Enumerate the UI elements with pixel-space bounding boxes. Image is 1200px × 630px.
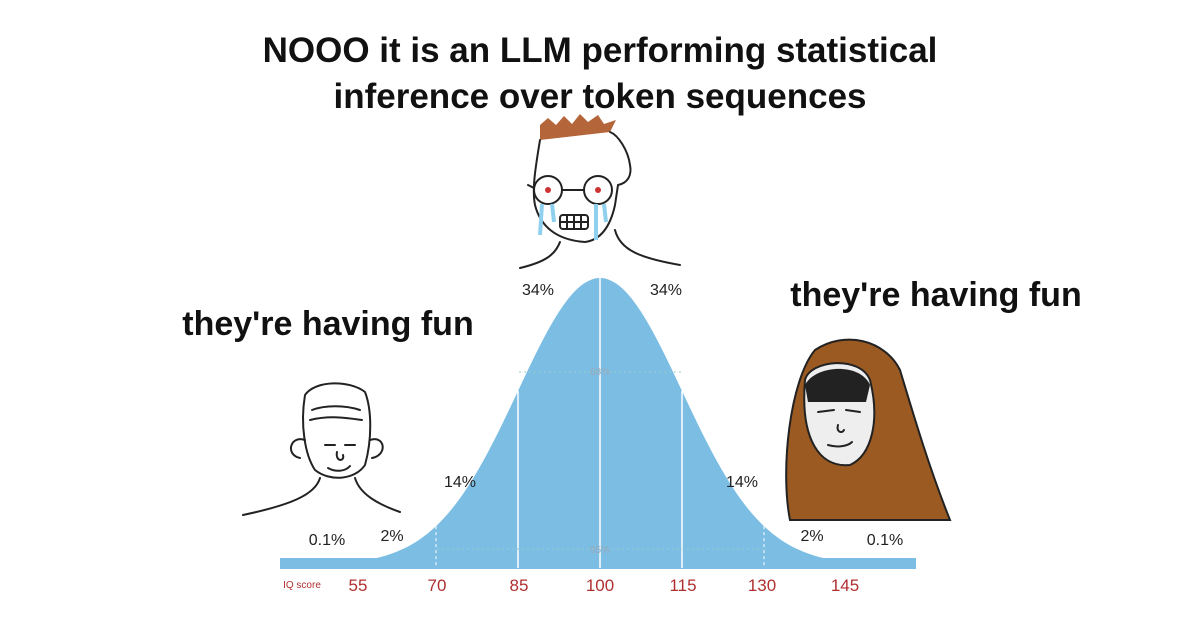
score-label: 100	[586, 576, 614, 595]
axis-label: IQ score	[283, 580, 321, 591]
segment-label: 0.1%	[867, 532, 903, 549]
segment-label: 34%	[650, 282, 682, 299]
left-caption: they're having fun	[182, 305, 473, 343]
segment-label: 2%	[380, 528, 403, 545]
segment-label: 34%	[522, 282, 554, 299]
segment-label: 2%	[800, 528, 823, 545]
title-line: inference over token sequences	[334, 77, 867, 116]
band-label: 95%	[590, 545, 610, 556]
score-label: 115	[669, 576, 696, 595]
right-caption: they're having fun	[790, 276, 1081, 314]
nerd-figure	[519, 114, 681, 269]
bell-curve	[280, 278, 916, 569]
score-label: 70	[428, 576, 447, 595]
hooded-figure	[785, 338, 952, 521]
title-line: NOOO it is an LLM performing statistical	[263, 31, 938, 70]
score-label: 55	[349, 576, 368, 595]
score-label: 85	[510, 576, 529, 595]
segment-label: 14%	[726, 474, 758, 491]
score-label: 145	[831, 576, 859, 595]
segment-label: 14%	[444, 474, 476, 491]
curve-area	[280, 278, 916, 565]
simple-figure	[242, 382, 401, 516]
score-label: 130	[748, 576, 776, 595]
segment-label: 0.1%	[309, 532, 345, 549]
band-label: 68%	[590, 367, 610, 378]
